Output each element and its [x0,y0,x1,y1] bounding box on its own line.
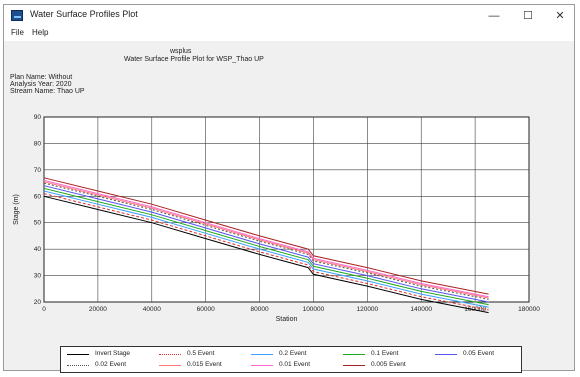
x-tick-label: 20000 [89,306,107,313]
series-line-8 [43,177,489,295]
plot-frame [43,116,530,303]
plot-window: Water Surface Profiles Plot — ☐ ✕ File H… [3,4,575,373]
maximize-button[interactable]: ☐ [523,10,533,22]
legend-label: 0.2 Event [279,350,307,357]
legend-label: 0.1 Event [371,350,399,357]
x-tick-label: 140000 [410,306,432,313]
y-tick-label: 50 [34,220,42,227]
series-line-3 [43,187,489,306]
header-line-1: wsplus [170,48,192,55]
minimize-button[interactable]: — [488,10,500,22]
y-tick-label: 90 [34,114,42,121]
legend-label: 0.01 Event [279,361,311,368]
legend-label: 0.05 Event [463,350,495,357]
y-tick-label: 70 [34,167,42,174]
legend-line-sample [251,365,273,366]
menu-bar: File Help [4,27,574,41]
title-bar[interactable]: Water Surface Profiles Plot — ☐ ✕ [4,5,574,27]
x-axis-label: Station [276,316,298,323]
legend-line-sample [435,354,457,355]
legend-label: Invert Stage [95,350,131,357]
menu-file[interactable]: File [11,28,24,37]
stream-name: Stream Name: Thao UP [10,88,85,95]
series-line-2 [43,190,489,308]
series-line-6 [43,181,489,299]
window-title: Water Surface Profiles Plot [30,9,138,19]
legend-line-sample [67,365,89,366]
y-tick-label: 60 [34,193,42,200]
profile-chart: 0 20000 40000 60000 80000 100000 120000 140000 1… [13,114,540,323]
legend-line-sample [343,365,365,366]
legend-label: 0.5 Event [187,350,215,357]
legend-label: 0.015 Event [187,361,222,368]
legend-label: 0.005 Event [371,361,406,368]
app-icon [11,10,23,21]
close-button[interactable]: ✕ [555,10,565,22]
x-tick-label: 40000 [143,306,161,313]
x-tick-label: 80000 [251,306,269,313]
y-tick-label: 20 [34,299,42,306]
y-tick-label: 30 [34,273,42,280]
plan-name: Plan Name: Without [10,74,73,81]
legend-line-sample [343,354,365,355]
legend-line-sample [159,354,181,355]
x-tick-label: 180000 [518,306,540,313]
plot-area: wsplus Water Surface Profile Plot for WS… [4,41,574,373]
series-line-5 [43,182,489,300]
legend: Invert Stage 0.5 Event 0.2 Event 0.1 Event 0… [60,346,522,373]
series-line-1 [43,193,489,311]
x-tick-label: 100000 [303,306,325,313]
menu-help[interactable]: Help [32,28,49,37]
x-tick-label: 120000 [356,306,378,313]
legend-line-sample [67,354,89,355]
legend-line-sample [251,354,273,355]
analysis-year: Analysis Year: 2020 [10,81,72,88]
legend-line-sample [159,365,181,366]
series-line-7 [43,179,489,298]
y-tick-label: 40 [34,246,42,253]
y-tick-label: 80 [34,140,42,147]
series-line-4 [43,185,489,303]
legend-label: 0.02 Event [95,361,127,368]
x-tick-label: 0 [42,306,46,313]
x-tick-label: 60000 [197,306,215,313]
header-line-2: Water Surface Profile Plot for WSP_Thao … [124,56,264,63]
y-axis-label: Stage (m) [13,194,20,225]
series-line-0 [43,195,489,314]
